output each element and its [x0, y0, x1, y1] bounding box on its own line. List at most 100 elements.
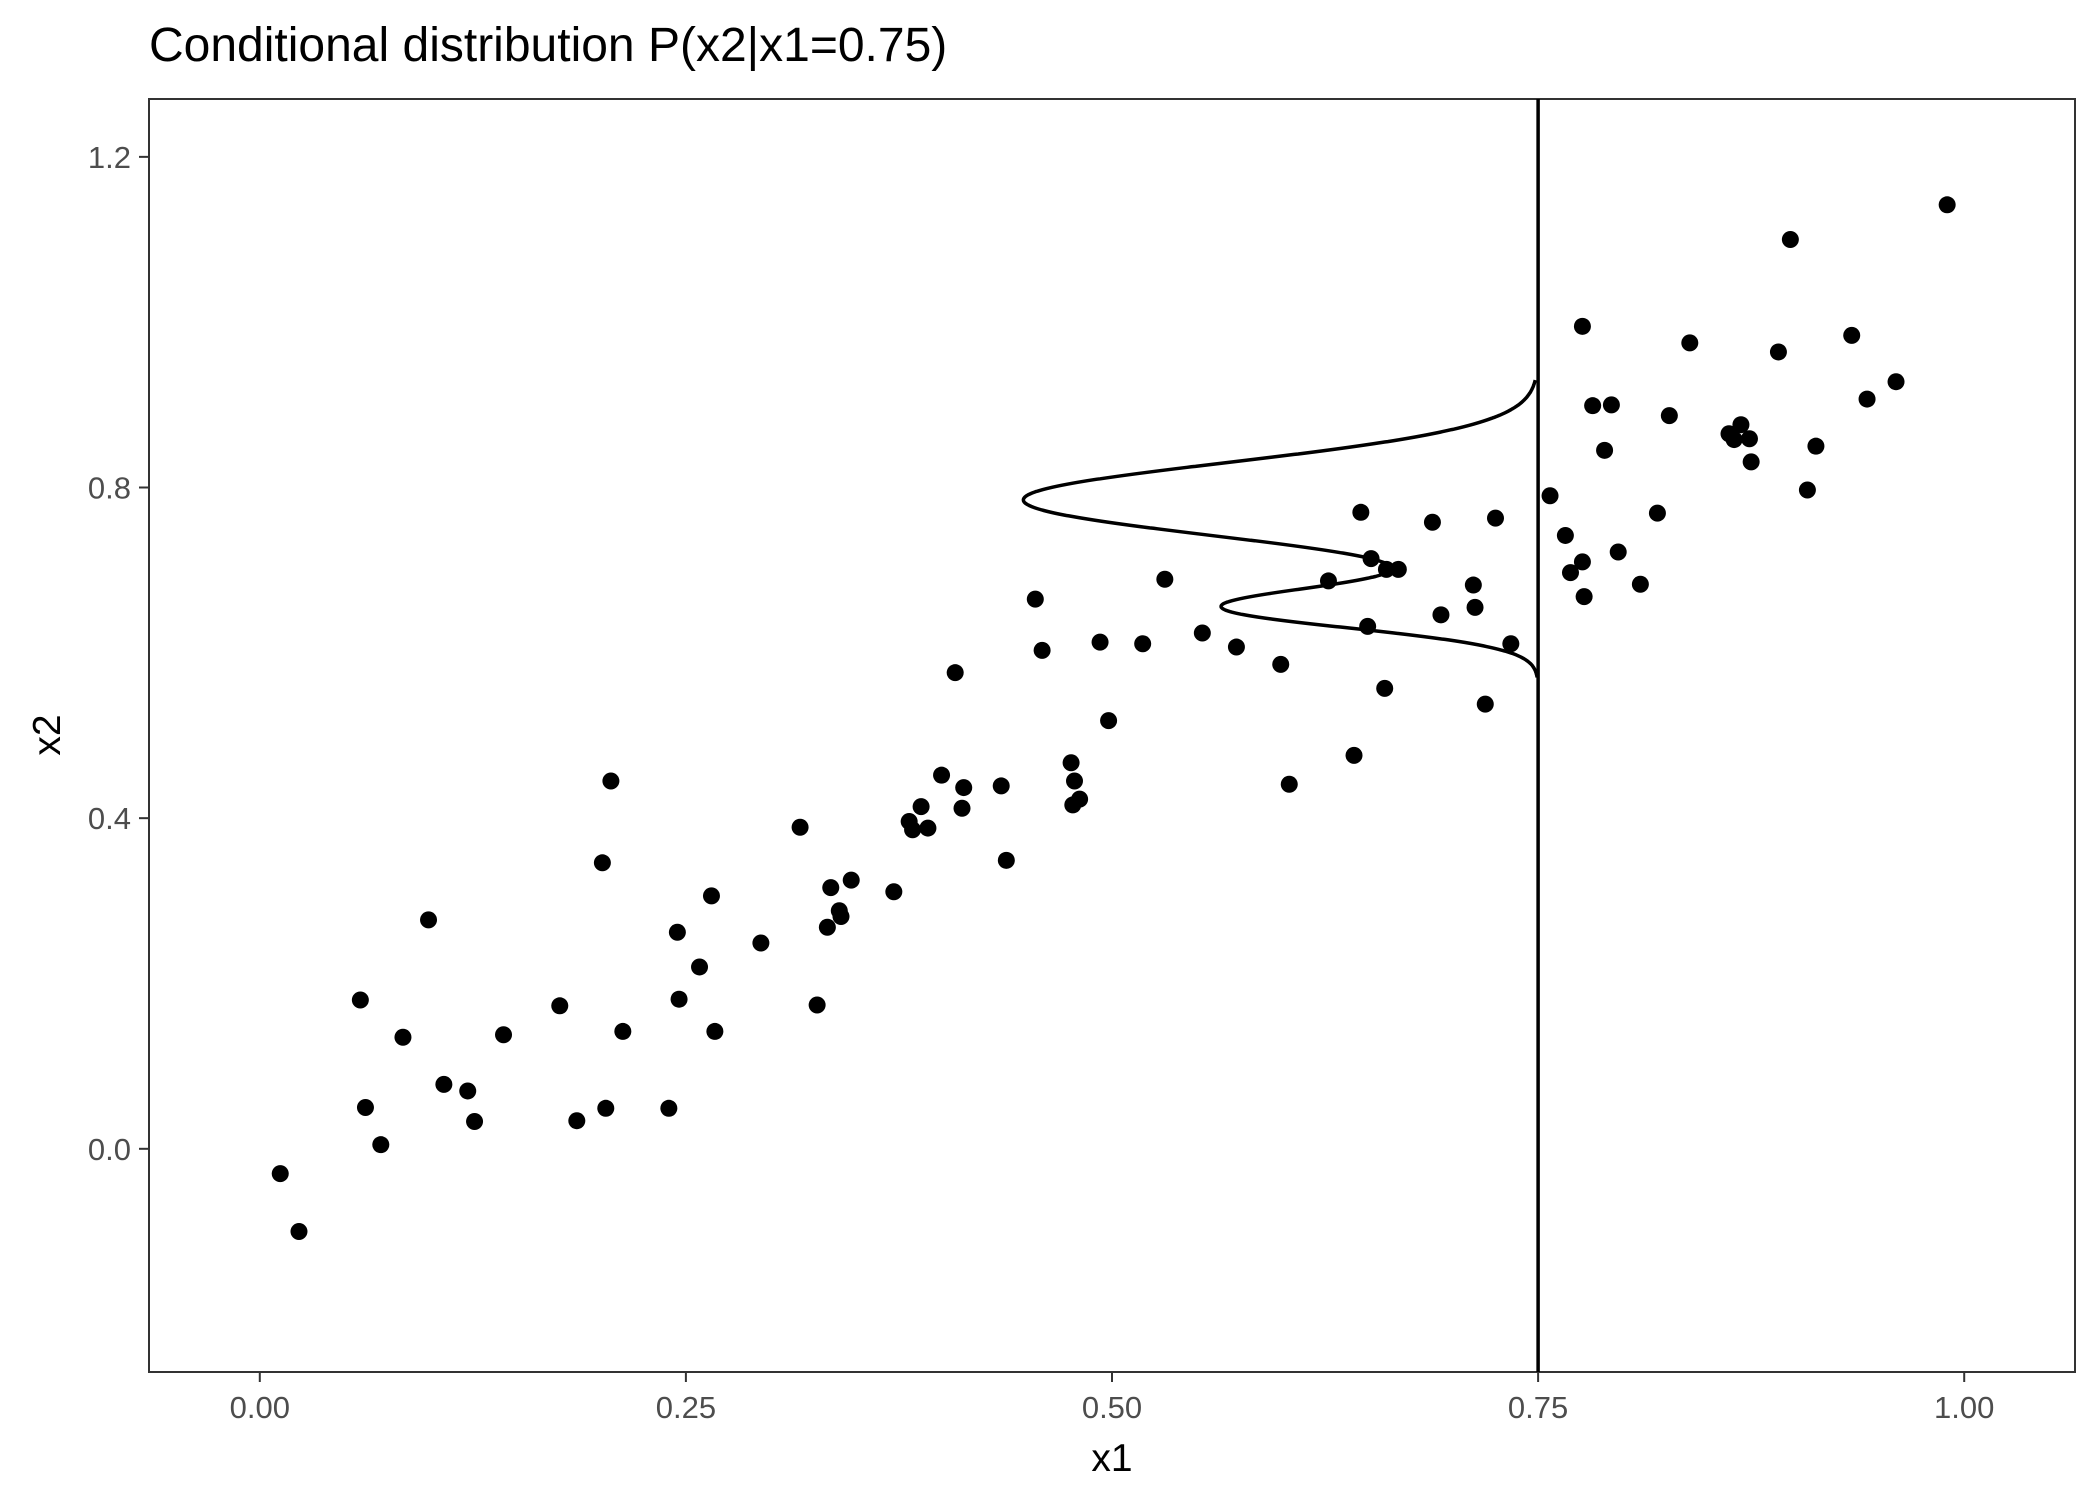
data-point — [1066, 772, 1084, 790]
data-point — [1100, 712, 1118, 730]
data-point — [1648, 504, 1666, 522]
data-point — [1280, 775, 1298, 793]
data-point — [1071, 790, 1089, 808]
data-point — [1858, 390, 1876, 408]
data-point — [1091, 633, 1109, 651]
data-point — [1033, 641, 1051, 659]
data-point — [691, 958, 709, 976]
y-tick-label: 0.4 — [88, 801, 131, 836]
y-tick-label: 0.0 — [88, 1132, 131, 1167]
data-point — [1740, 430, 1758, 448]
data-point — [955, 779, 973, 797]
data-point — [1725, 431, 1743, 449]
y-tick-label: 1.2 — [88, 140, 131, 175]
data-point — [593, 854, 611, 872]
data-point — [1660, 407, 1678, 425]
data-point — [1573, 553, 1591, 571]
data-point — [992, 777, 1010, 795]
data-point — [912, 798, 930, 816]
data-point — [842, 871, 860, 889]
data-point — [670, 990, 688, 1008]
data-point — [1602, 396, 1620, 414]
x-axis: 0.00 0.25 0.50 0.75 1.00 — [230, 1372, 1994, 1425]
data-point — [1556, 526, 1574, 544]
data-point — [1466, 598, 1484, 616]
data-point — [1464, 576, 1482, 594]
y-axis-label: x2 — [26, 714, 69, 755]
data-point — [1561, 564, 1579, 582]
data-point — [1807, 437, 1825, 455]
data-point — [1376, 679, 1394, 697]
data-point — [1681, 334, 1699, 352]
data-point — [752, 934, 770, 952]
data-point — [290, 1222, 308, 1240]
data-point — [271, 1165, 289, 1183]
conditional-density-curve — [1021, 379, 1539, 678]
data-point — [919, 819, 937, 837]
data-point — [706, 1022, 724, 1040]
data-point — [1486, 509, 1504, 527]
data-point — [1423, 513, 1441, 531]
x-tick-label: 0.25 — [656, 1390, 716, 1425]
data-point — [614, 1022, 632, 1040]
data-point — [668, 923, 686, 941]
data-point — [885, 883, 903, 901]
plot-panel — [148, 98, 2076, 1373]
data-point — [351, 991, 369, 1009]
data-point — [1227, 638, 1245, 656]
data-point — [832, 908, 850, 926]
data-point — [1609, 543, 1627, 561]
data-point — [1476, 695, 1494, 713]
data-point — [1732, 416, 1750, 434]
data-point — [1156, 570, 1174, 588]
data-point — [1193, 624, 1211, 642]
x-axis-label: x1 — [1091, 1437, 1132, 1480]
data-point — [551, 997, 569, 1015]
data-point — [1769, 343, 1787, 361]
y-axis: 0.0 0.4 0.8 1.2 — [88, 140, 149, 1167]
x-tick-label: 0.50 — [1082, 1390, 1142, 1425]
data-point — [1134, 635, 1152, 653]
data-point — [1319, 572, 1337, 590]
data-point — [394, 1028, 412, 1046]
data-point — [1026, 590, 1044, 608]
data-point — [1575, 588, 1593, 606]
data-point — [1432, 606, 1450, 624]
data-point — [420, 911, 438, 929]
data-point — [1584, 397, 1602, 415]
data-point — [953, 799, 971, 817]
data-point — [904, 821, 922, 839]
y-tick-label: 0.8 — [88, 471, 131, 506]
data-point — [997, 851, 1015, 869]
data-point — [1887, 373, 1905, 391]
data-point — [602, 772, 620, 790]
data-point — [1843, 326, 1861, 344]
data-point — [1573, 317, 1591, 335]
data-points — [271, 196, 1956, 1240]
x-tick-label: 1.00 — [1934, 1390, 1994, 1425]
data-point — [568, 1112, 586, 1130]
data-point — [946, 664, 964, 682]
data-point — [1362, 550, 1380, 568]
x-tick-label: 0.00 — [230, 1390, 290, 1425]
data-point — [822, 879, 840, 897]
data-point — [1272, 655, 1290, 673]
data-point — [1345, 746, 1363, 764]
data-point — [356, 1098, 374, 1116]
data-point — [1502, 635, 1520, 653]
chart-title: Conditional distribution P(x2|x1=0.75) — [149, 19, 947, 72]
data-point — [791, 818, 809, 836]
data-point — [1938, 196, 1956, 214]
data-point — [1062, 754, 1080, 772]
data-point — [1389, 560, 1407, 578]
x-tick-label: 0.75 — [1508, 1390, 1568, 1425]
data-point — [372, 1136, 390, 1154]
data-point — [1359, 617, 1377, 635]
data-point — [1541, 487, 1559, 505]
data-point — [495, 1026, 513, 1044]
data-point — [459, 1082, 477, 1100]
data-point — [1631, 575, 1649, 593]
data-point — [1742, 453, 1760, 471]
data-point — [1798, 481, 1816, 499]
data-point — [818, 918, 836, 936]
